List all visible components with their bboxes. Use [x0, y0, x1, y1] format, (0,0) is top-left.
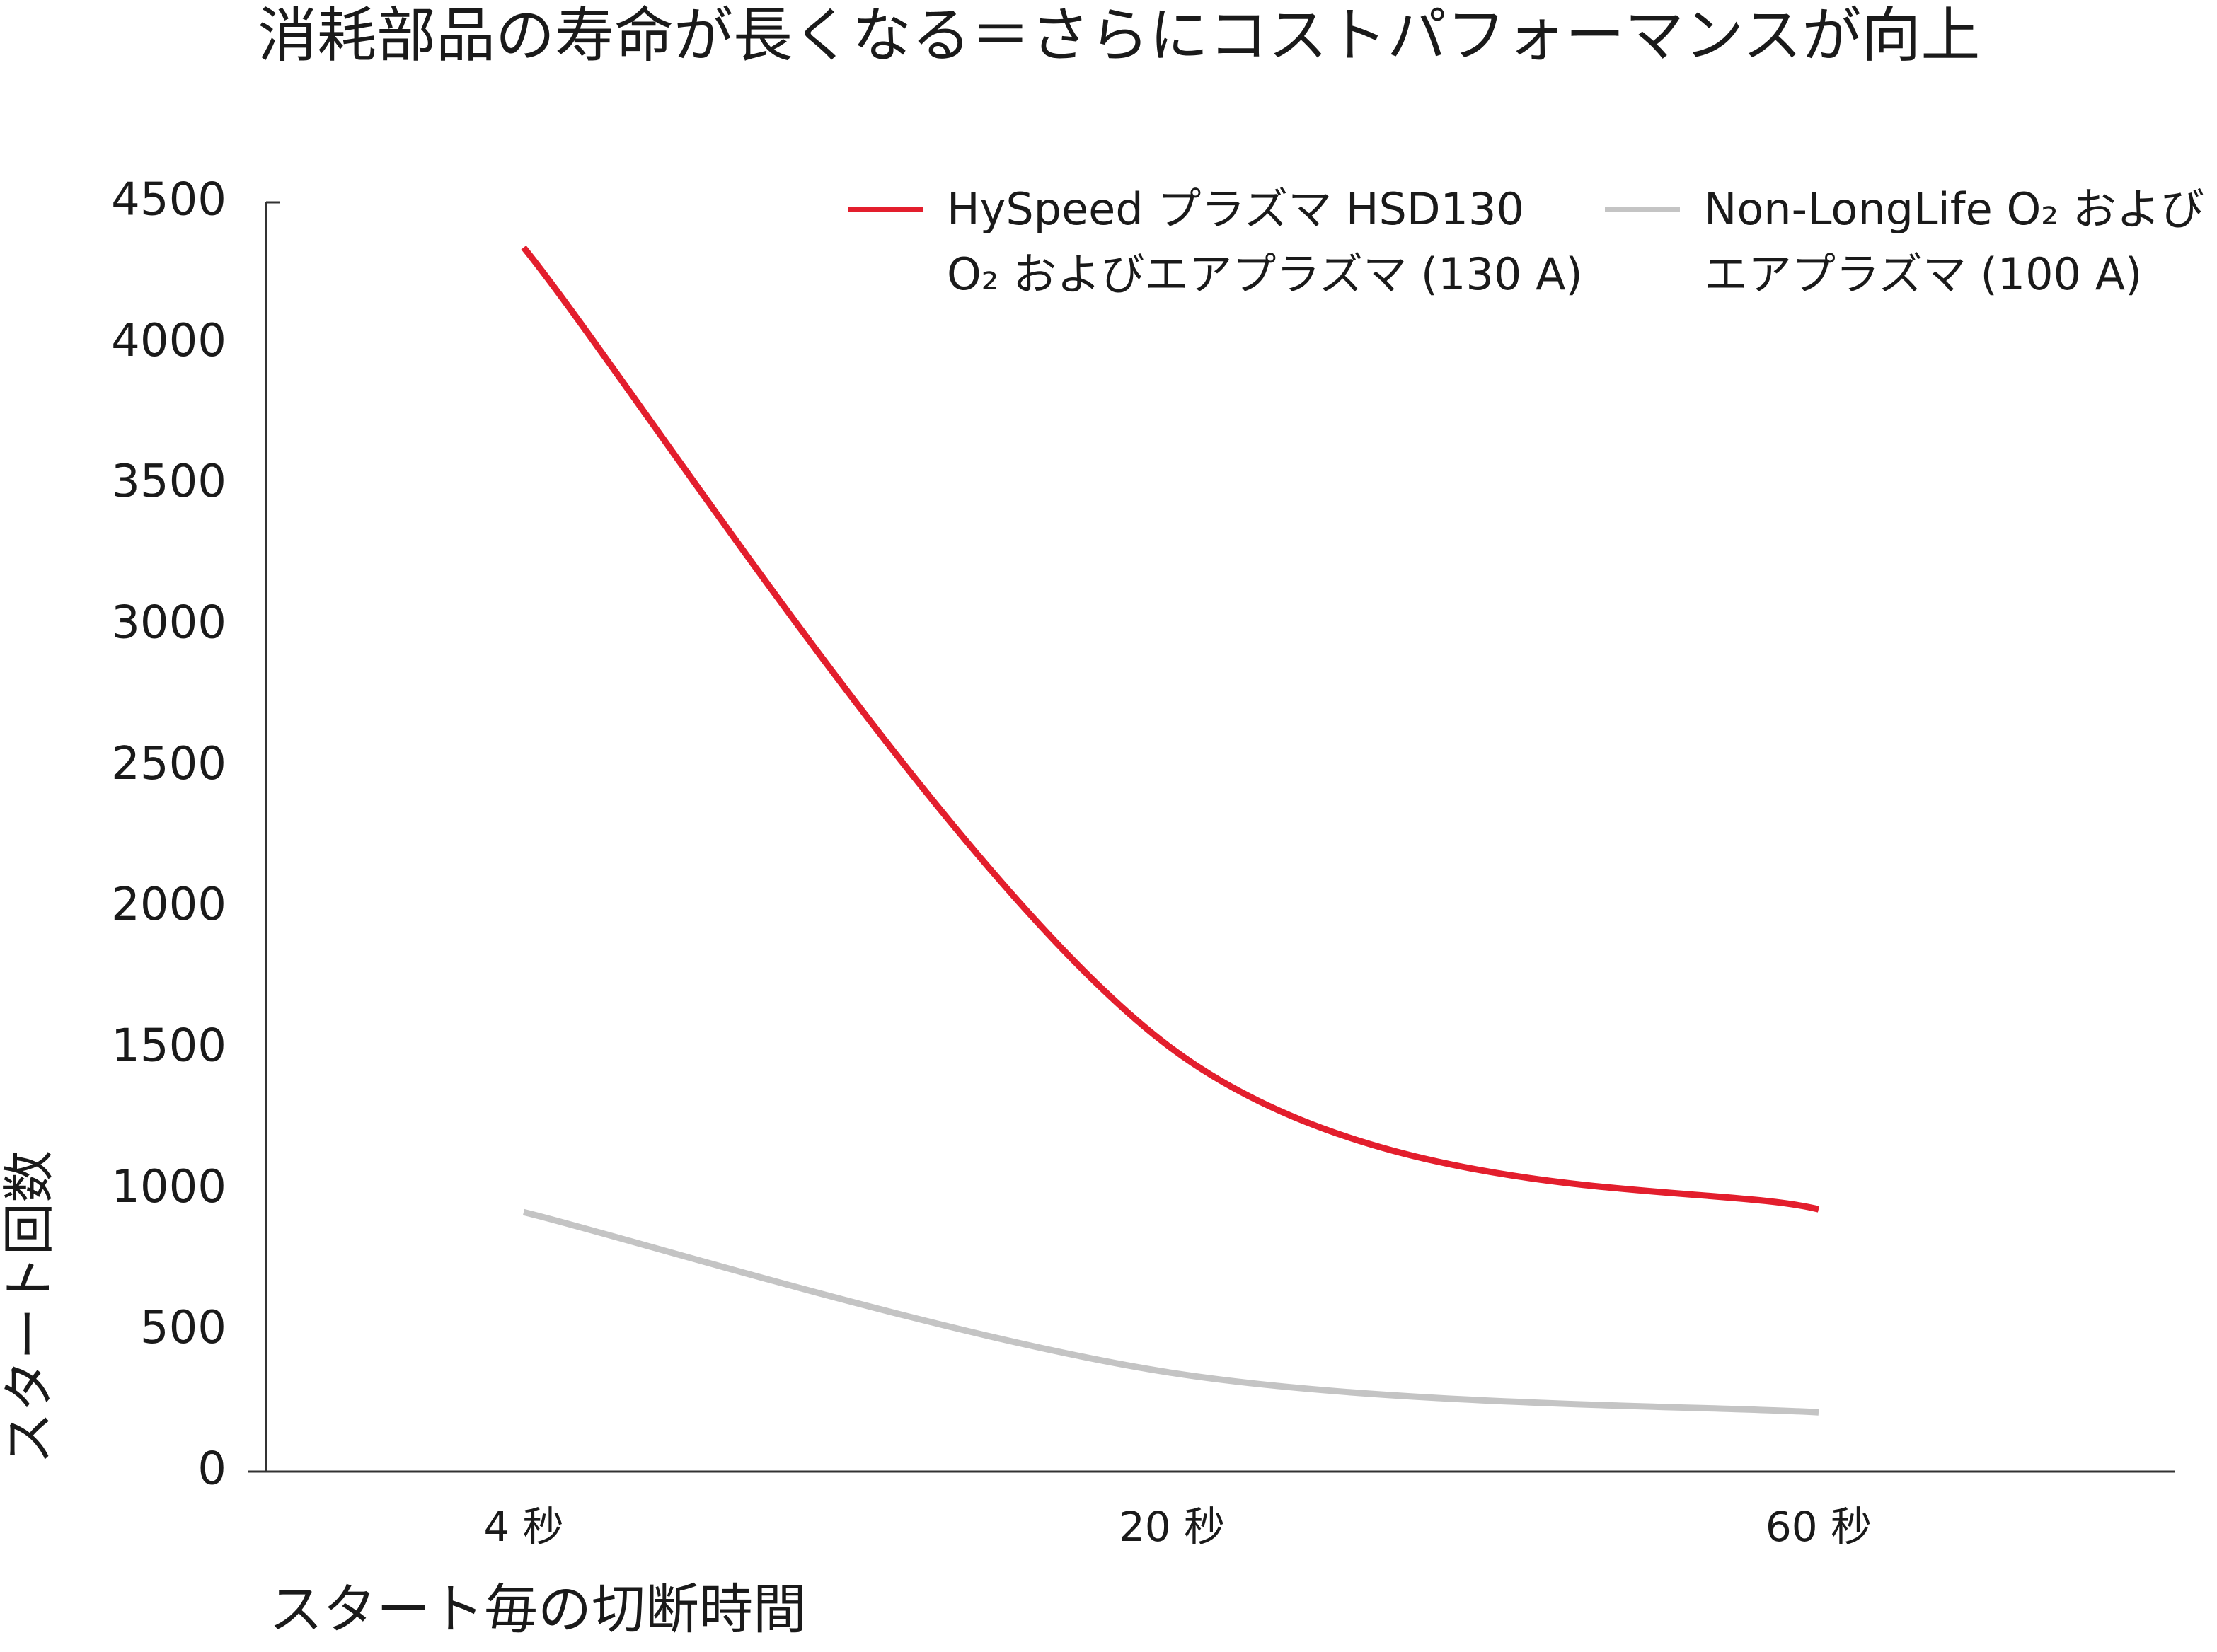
- legend-swatch: [848, 207, 923, 212]
- y-tick-label: 500: [140, 1302, 226, 1354]
- legend-label: HySpeed プラズマ HSD130 O₂ およびエアプラズマ (130 A): [947, 183, 1583, 300]
- y-tick-label: 2500: [111, 738, 226, 790]
- chart-title: 消耗部品の寿命が長くなる＝さらにコストパフォーマンスが向上: [258, 1, 1980, 70]
- y-tick-label: 3000: [111, 597, 226, 649]
- legend-item: HySpeed プラズマ HSD130 O₂ およびエアプラズマ (130 A): [848, 177, 1583, 307]
- y-tick-label: 4500: [111, 174, 226, 226]
- x-tick-label: 60 秒: [1766, 1503, 1872, 1551]
- x-tick-label: 4 秒: [483, 1503, 563, 1551]
- y-tick-label: 3500: [111, 456, 226, 508]
- legend-label: Non-LongLife O₂ および エアプラズマ (100 A): [1704, 183, 2204, 300]
- x-axis-title: スタート毎の切断時間: [269, 1578, 807, 1641]
- series-line: [521, 245, 1820, 1213]
- series-line: [522, 1208, 1819, 1416]
- x-tick-label: 20 秒: [1119, 1503, 1225, 1551]
- y-tick-label: 1000: [111, 1161, 226, 1213]
- legend-item: Non-LongLife O₂ および エアプラズマ (100 A): [1605, 177, 2204, 307]
- y-tick-label: 0: [197, 1443, 226, 1496]
- legend-swatch: [1605, 207, 1680, 212]
- y-axis-title: スタート回数: [0, 1150, 60, 1465]
- y-tick-label: 2000: [111, 879, 226, 931]
- y-tick-label: 1500: [111, 1020, 226, 1073]
- y-tick-label: 4000: [111, 315, 226, 367]
